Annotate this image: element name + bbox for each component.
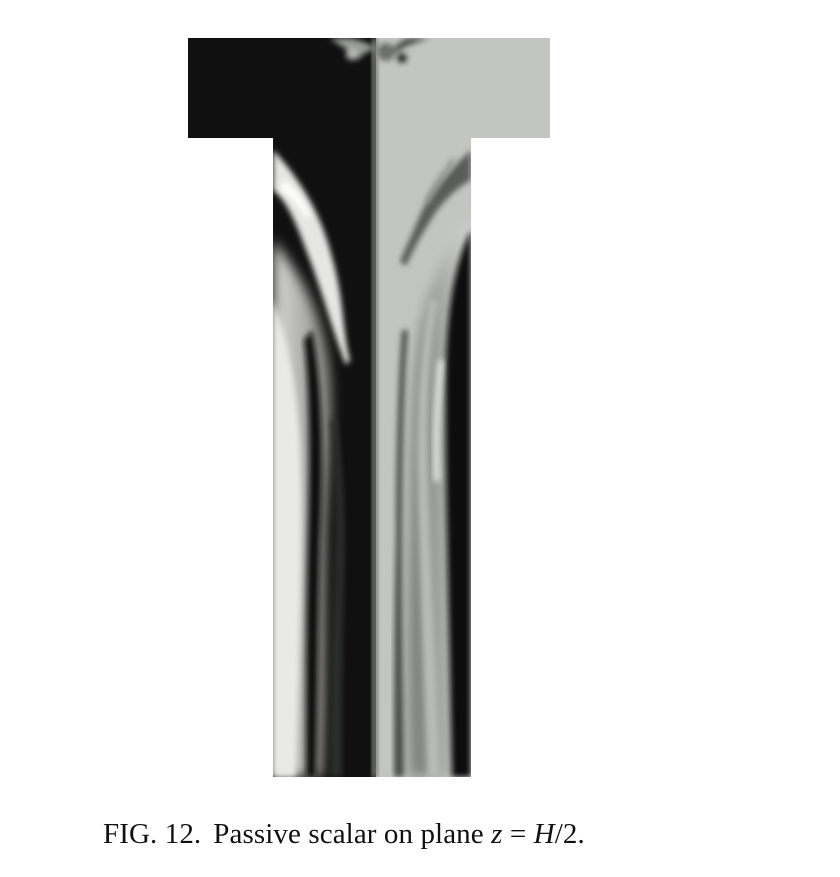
scalar-field-image <box>188 38 550 777</box>
tjunction-scalar-figure <box>188 38 550 777</box>
centerline-interface <box>372 38 378 777</box>
left-mixing-layer <box>273 150 350 777</box>
figure-caption: FIG. 12. Passive scalar on plane z = H/2. <box>103 818 585 851</box>
top-vortex <box>330 38 430 63</box>
caption-text: Passive scalar on plane <box>213 818 492 850</box>
right-mixing-layer <box>394 150 471 777</box>
caption-tail: /2. <box>554 818 585 850</box>
caption-label: FIG. 12. <box>103 818 202 850</box>
caption-rhs: H <box>533 818 555 850</box>
caption-var: z <box>491 818 503 850</box>
caption-eq: = <box>502 818 534 850</box>
